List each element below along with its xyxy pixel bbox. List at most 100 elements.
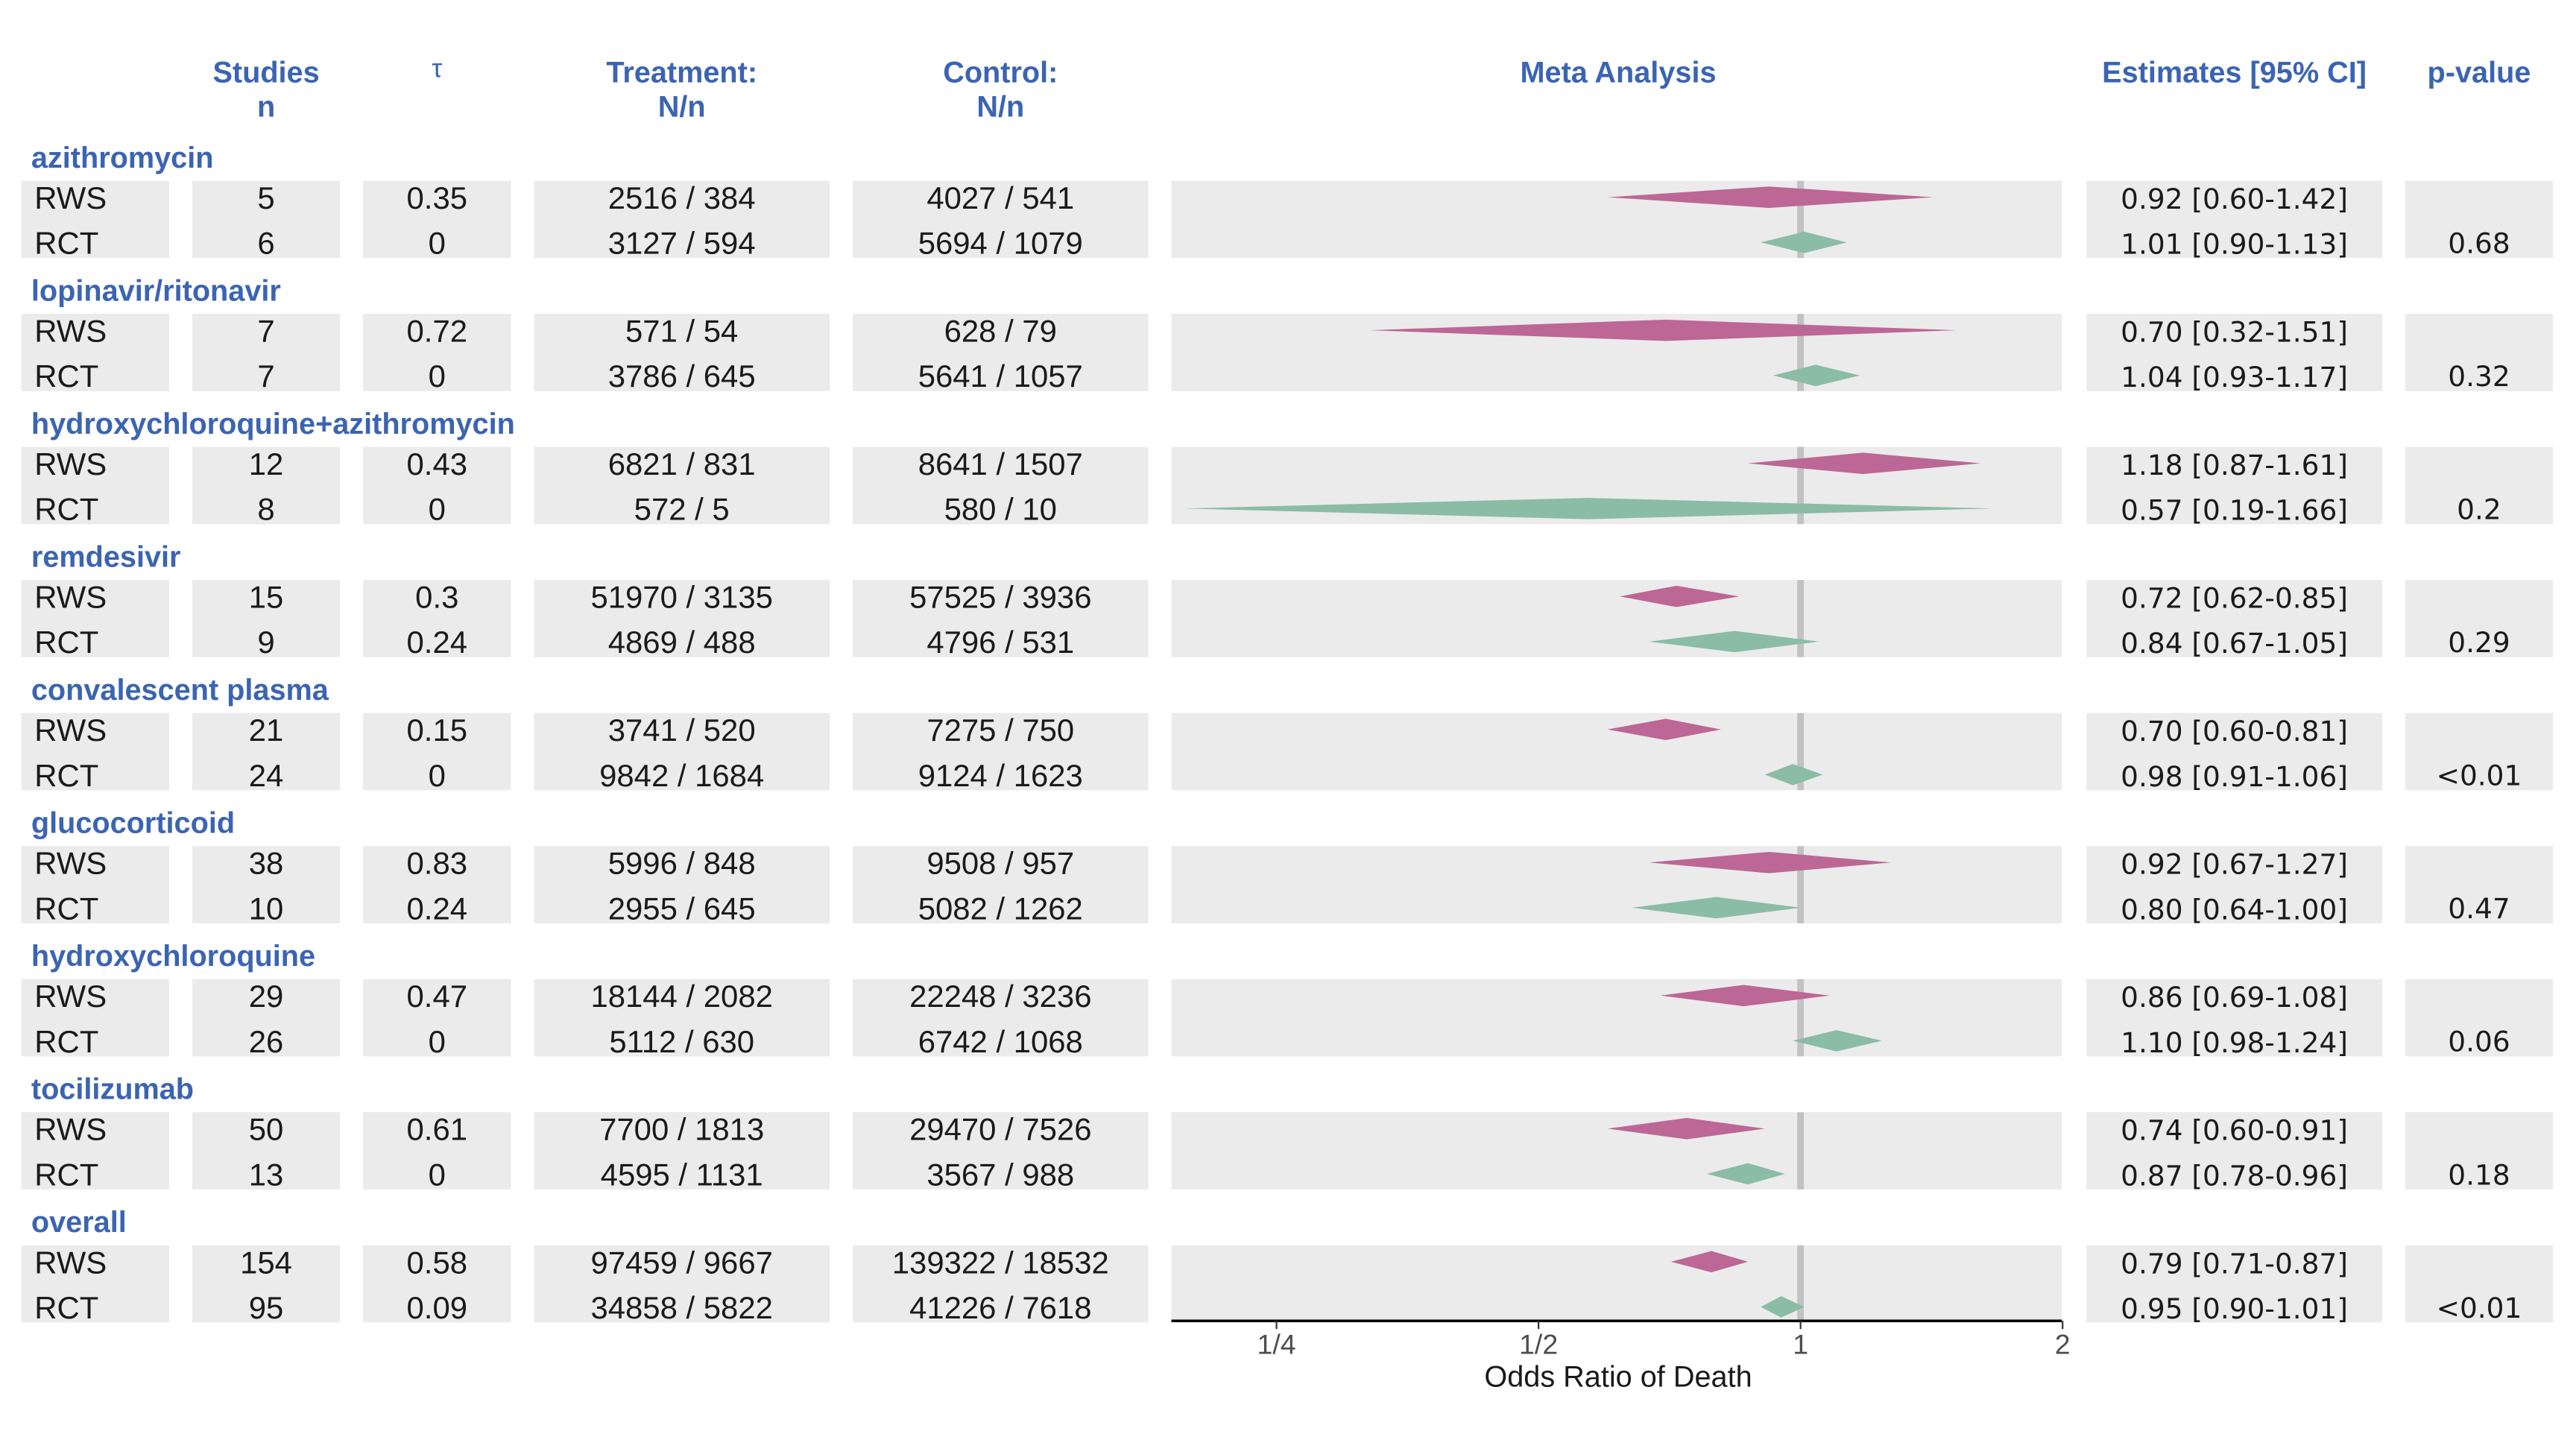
tau-value: 0.09 <box>407 1290 467 1325</box>
control-value: 57525 / 3936 <box>909 580 1091 615</box>
cell-band <box>2086 580 2382 657</box>
cell-band <box>192 846 341 923</box>
estimate-ci: 1.10 [0.98-1.24] <box>2121 1026 2348 1059</box>
group-0: azithromycin RWS 5 0.35 2516 / 384 4027 / 541… <box>21 142 2554 261</box>
cell-band <box>852 180 1149 259</box>
header-meta-analysis: Meta Analysis <box>1521 56 1717 89</box>
p-value: 0.32 <box>2448 360 2510 393</box>
cell-band <box>363 1245 511 1323</box>
tau-value: 0.43 <box>407 446 467 481</box>
table-row: RCT 24 0 9842 / 1684 9124 / 1623 0.98 [0.91-1… <box>34 758 2348 793</box>
estimate-ci: 0.72 [0.62-0.85] <box>2121 582 2348 615</box>
control-value: 29470 / 7526 <box>909 1112 1091 1147</box>
estimate-ci: 0.87 [0.78-0.96] <box>2121 1159 2348 1192</box>
cell-band <box>2405 580 2554 657</box>
table-row: RWS 5 0.35 2516 / 384 4027 / 541 0.92 [0.60-1… <box>34 180 2348 215</box>
studies-n: 13 <box>249 1157 284 1192</box>
control-value: 628 / 79 <box>944 314 1057 349</box>
estimate-ci: 0.79 [0.71-0.87] <box>2121 1247 2348 1280</box>
studies-n: 7 <box>257 314 274 349</box>
rct-diamond <box>1772 364 1860 387</box>
studies-n: 21 <box>249 713 284 748</box>
cell-band <box>21 979 170 1057</box>
cell-band <box>192 979 341 1057</box>
x-axis-title: Odds Ratio of Death <box>1484 1360 1752 1393</box>
group-5: glucocorticoid RWS 38 0.83 5996 / 848 9508 / … <box>21 807 2554 926</box>
estimate-ci: 0.80 [0.64-1.00] <box>2121 893 2348 926</box>
group-label: azithromycin <box>31 142 214 174</box>
reference-line <box>1797 979 1805 1057</box>
cell-band <box>852 580 1149 657</box>
treatment-value: 6821 / 831 <box>608 446 756 481</box>
p-value: <0.01 <box>2437 759 2522 792</box>
estimate-ci: 0.92 [0.67-1.27] <box>2121 848 2348 881</box>
x-tick-label: 2 <box>2055 1328 2071 1359</box>
column-headers: Studies n τ Treatment: N/n Control: N/n … <box>212 54 2531 124</box>
studies-n: 29 <box>249 979 284 1014</box>
estimate-ci: 0.95 [0.90-1.01] <box>2121 1292 2348 1325</box>
treatment-value: 2955 / 645 <box>608 891 756 926</box>
rws-diamond <box>1607 1118 1765 1140</box>
cell-band <box>852 1112 1149 1190</box>
estimate-ci: 0.70 [0.60-0.81] <box>2121 715 2348 748</box>
header-control: Control: <box>943 56 1058 89</box>
group-label: remdesivir <box>31 541 181 574</box>
treatment-value: 7700 / 1813 <box>599 1112 764 1147</box>
cell-band <box>192 1245 341 1323</box>
treatment-value: 2516 / 384 <box>608 180 756 215</box>
rct-diamond <box>1649 631 1819 653</box>
table-row: RCT 8 0 572 / 5 580 / 10 0.57 [0.19-1.66] <box>34 492 2348 527</box>
plot-panel-band <box>1171 580 2062 657</box>
treatment-value: 3741 / 520 <box>608 713 756 748</box>
cell-band <box>2405 846 2554 923</box>
x-tick-label: 1/4 <box>1257 1328 1296 1359</box>
header-studies: Studies <box>212 56 319 89</box>
reference-line <box>1797 713 1805 791</box>
cell-band <box>192 580 341 657</box>
control-value: 9508 / 957 <box>926 846 1074 881</box>
study-type: RCT <box>34 891 98 926</box>
p-value: <0.01 <box>2437 1292 2522 1324</box>
table-row: RCT 13 0 4595 / 1131 3567 / 988 0.87 [0.78-0.… <box>34 1157 2348 1192</box>
cell-band <box>363 979 511 1057</box>
cell-band <box>852 314 1149 391</box>
reference-line <box>1797 446 1805 525</box>
header-estimates: Estimates [95% CI] <box>2102 56 2367 89</box>
rct-diamond <box>1706 1163 1785 1185</box>
estimate-ci: 1.01 [0.90-1.13] <box>2121 228 2348 261</box>
treatment-value: 5996 / 848 <box>608 846 756 881</box>
treatment-value: 4869 / 488 <box>608 625 756 660</box>
tau-value: 0.47 <box>407 979 467 1014</box>
cell-band <box>21 180 170 259</box>
treatment-value: 572 / 5 <box>634 492 730 527</box>
studies-n: 154 <box>240 1245 292 1280</box>
table-row: RCT 6 0 3127 / 594 5694 / 1079 1.01 [0.90-1.1… <box>34 226 2348 261</box>
header-studies-sub: n <box>257 91 275 124</box>
cell-band <box>534 1112 830 1190</box>
group-3: remdesivir RWS 15 0.3 51970 / 3135 57525 / 39… <box>21 541 2554 660</box>
rct-diamond <box>1793 1030 1882 1052</box>
reference-line <box>1797 314 1805 391</box>
table-row: RWS 12 0.43 6821 / 831 8641 / 1507 1.18 [0.87… <box>34 446 2348 481</box>
study-type: RWS <box>34 314 107 349</box>
cell-band <box>21 713 170 791</box>
header-treatment: Treatment: <box>606 56 757 89</box>
study-type: RCT <box>34 1157 98 1192</box>
studies-n: 10 <box>249 891 284 926</box>
treatment-value: 51970 / 3135 <box>590 580 772 615</box>
cell-band <box>21 446 170 525</box>
cell-band <box>2086 314 2382 391</box>
control-value: 5694 / 1079 <box>918 226 1083 261</box>
cell-band <box>363 580 511 657</box>
tau-value: 0 <box>429 1024 446 1059</box>
x-axis: 1/4 1/2 1 2 Odds Ratio of Death <box>1171 1319 2071 1393</box>
study-type: RWS <box>34 713 107 748</box>
studies-n: 9 <box>257 625 274 660</box>
control-value: 6742 / 1068 <box>918 1024 1083 1059</box>
cell-band <box>534 446 830 525</box>
cell-band <box>192 314 341 391</box>
tau-value: 0 <box>429 358 446 394</box>
plot-panel-band <box>1171 846 2062 923</box>
rws-diamond <box>1748 452 1981 474</box>
estimate-ci: 1.18 [0.87-1.61] <box>2121 449 2348 481</box>
